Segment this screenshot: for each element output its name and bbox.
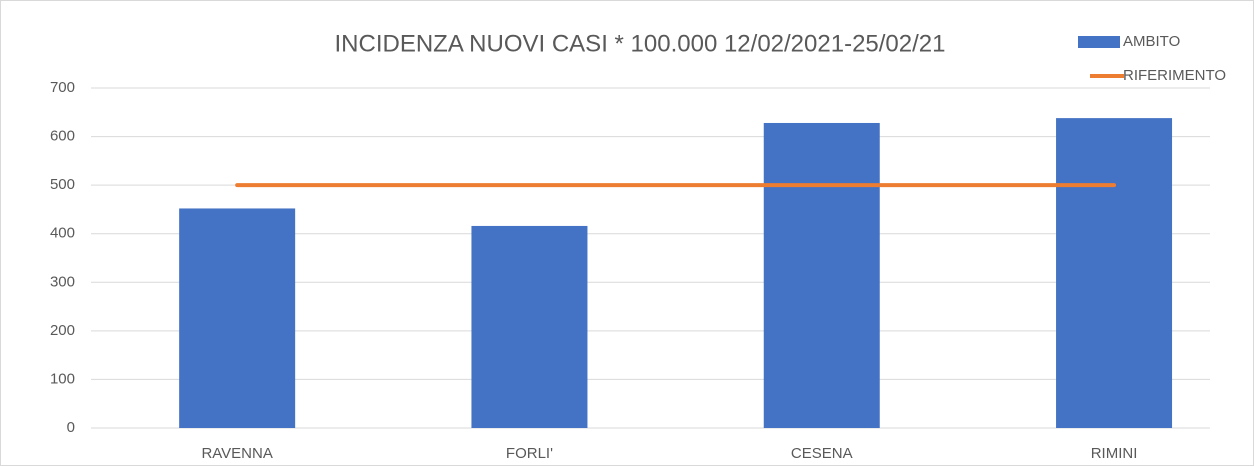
y-tick-label: 200 bbox=[50, 322, 75, 339]
x-tick-label: FORLI' bbox=[506, 445, 553, 462]
y-tick-label: 700 bbox=[50, 79, 75, 96]
legend-label: AMBITO bbox=[1123, 33, 1180, 50]
bar bbox=[1056, 118, 1173, 428]
y-tick-label: 0 bbox=[67, 419, 75, 436]
y-tick-label: 600 bbox=[50, 128, 75, 145]
y-tick-label: 300 bbox=[50, 273, 75, 290]
y-tick-label: 500 bbox=[50, 176, 75, 193]
bar bbox=[763, 122, 880, 428]
x-tick-label: CESENA bbox=[791, 445, 853, 462]
bar bbox=[471, 225, 588, 428]
chart-title: INCIDENZA NUOVI CASI * 100.000 12/02/202… bbox=[334, 30, 945, 57]
x-tick-label: RIMINI bbox=[1091, 445, 1138, 462]
legend-label: RIFERIMENTO bbox=[1123, 67, 1226, 84]
x-tick-label: RAVENNA bbox=[201, 445, 272, 462]
bar bbox=[179, 208, 296, 428]
legend-swatch bbox=[1078, 36, 1120, 48]
y-tick-label: 100 bbox=[50, 370, 75, 387]
y-tick-label: 400 bbox=[50, 225, 75, 242]
